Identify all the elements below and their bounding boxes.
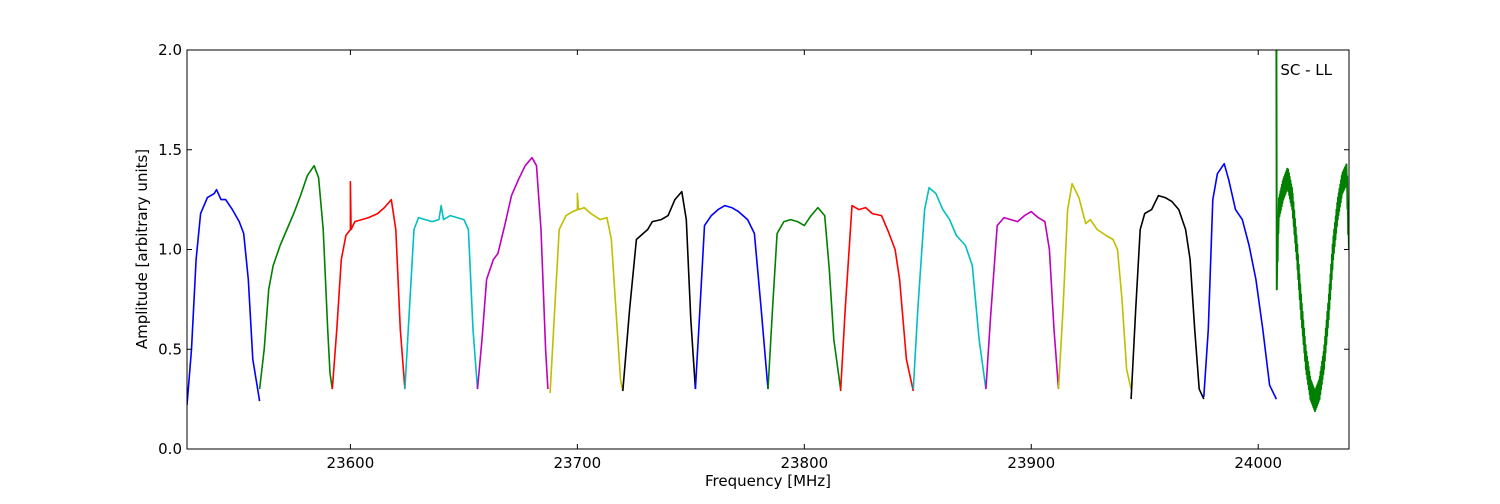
series-line-band-16 [1275, 50, 1349, 413]
x-tick-label: 23700 [554, 454, 602, 472]
series-line-band-7 [622, 190, 697, 392]
series-line-band-10 [839, 204, 915, 392]
plot-frame [186, 49, 1350, 450]
series-line-band-11 [912, 186, 987, 390]
series-line-band-15 [1203, 162, 1278, 400]
ticks-layer: 23600 23700 23800 23900 24000 0.0 0.5 1.0 1.5 2.0 [158, 41, 1349, 472]
y-tick-label: 0.5 [158, 340, 182, 358]
x-tick-label: 23800 [780, 454, 828, 472]
series-line-band-13 [1057, 182, 1132, 390]
y-tick-label: 2.0 [158, 41, 182, 59]
y-tick-label: 0.0 [158, 440, 182, 458]
series-line-band-3 [331, 180, 406, 390]
series-line-band-5 [476, 156, 549, 390]
y-tick-label: 1.0 [158, 241, 182, 259]
x-axis-label: Frequency [MHz] [705, 472, 831, 490]
series-line-band-14 [1130, 194, 1205, 400]
x-tick-label: 24000 [1234, 454, 1282, 472]
series-line-band-2 [258, 164, 334, 390]
series-line-band-4 [404, 204, 479, 390]
series-line-band-6 [549, 192, 624, 394]
x-tick-label: 23900 [1007, 454, 1055, 472]
x-tick-label: 23600 [327, 454, 375, 472]
y-tick-label: 1.5 [158, 141, 182, 159]
series-line-band-8 [694, 204, 769, 390]
series-line-band-1 [187, 188, 261, 406]
annotation-label: SC - LL [1280, 61, 1332, 79]
series-layer [187, 50, 1349, 413]
series-line-band-9 [767, 206, 842, 390]
y-axis-label: Amplitude [arbitrary units] [133, 149, 151, 349]
series-line-band-12 [985, 210, 1060, 390]
